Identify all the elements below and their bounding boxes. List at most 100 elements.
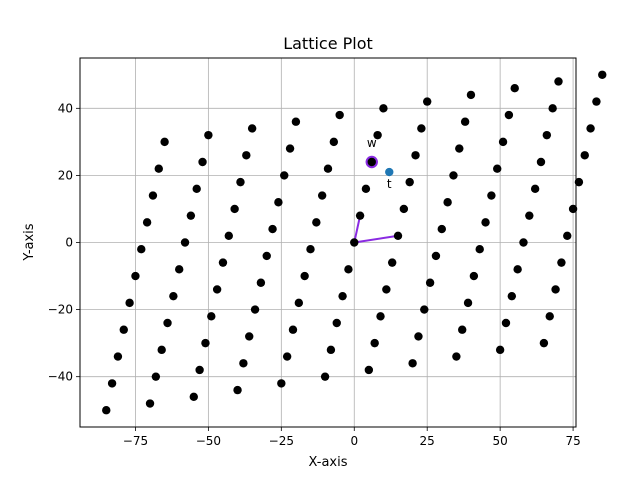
lattice-point [382,285,391,294]
lattice-point [373,130,382,140]
basis-vector [354,234,399,244]
x-tick-label: −25 [269,434,294,448]
lattice-point [107,379,117,388]
lattice-point [256,278,266,287]
lattice-point [262,251,271,261]
y-tick-label: 40 [58,101,73,115]
lattice-point [460,117,470,126]
lattice-point [288,325,298,334]
lattice-point [350,238,359,247]
lattice-point [408,359,417,368]
lattice-point [376,312,385,321]
lattice-point [291,117,301,126]
lattice-point [487,191,496,200]
lattice-point [545,312,554,321]
lattice-point [574,177,584,187]
lattice-point [414,332,423,341]
lattice-point [300,271,309,281]
lattice-point [501,318,511,328]
lattice-point [294,298,304,308]
lattice-point [338,291,347,301]
lattice-point [157,345,166,355]
lattice-point [268,224,277,234]
lattice-point [212,285,222,294]
lattice-point [230,204,239,214]
lattice-point [530,184,540,194]
lattice-point [119,325,128,334]
lattice-point [399,204,409,214]
lattice-point [425,278,435,287]
lattice-point [458,325,467,334]
lattice-point [568,204,578,214]
lattice-point [379,104,388,113]
lattice-point [431,251,441,261]
lattice-point [481,218,490,227]
lattice-point [463,298,473,308]
lattice-point [145,399,155,408]
lattice-point [548,104,557,113]
lattice-point [539,338,549,348]
lattice-point [507,291,517,301]
point-label-t: t [387,177,392,191]
y-tick-label: −20 [48,303,73,317]
lattice-point [282,352,292,361]
lattice-point [393,231,403,240]
lattice-point [361,184,371,194]
lattice-point [452,352,461,361]
x-tick-label: 25 [420,434,435,448]
lattice-point [405,177,414,187]
lattice-point [554,77,563,86]
grid [80,58,576,427]
lattice-point [586,124,595,133]
chart-title: Lattice Plot [283,34,373,53]
lattice-point [250,305,260,314]
lattice-point [175,265,184,274]
lattice-point [285,144,295,153]
lattice-point [420,305,429,314]
lattice-point [449,171,458,180]
axis-ticks: −75 −50 −25 0 25 50 75 −40 −20 0 20 40 [48,101,581,448]
lattice-point [201,338,210,348]
lattice-point [475,245,484,254]
point-label-w: w [367,136,377,150]
lattice-point [151,372,161,381]
lattice-point [557,258,566,267]
lattice-point [329,137,339,147]
lattice-point [498,137,508,147]
lattice-point [332,318,341,328]
highlighted-points: wt [365,136,394,191]
x-tick-label: 75 [565,434,580,448]
y-tick-label: 0 [65,236,73,250]
lattice-point [411,151,420,160]
lattice-point [592,97,601,106]
lattice-point [469,271,479,281]
highlighted-point-w [365,155,378,169]
lattice-point [580,151,589,160]
lattice-point [113,352,123,361]
lattice-point [274,198,283,207]
x-tick-label: 50 [493,434,508,448]
lattice-point [189,392,198,402]
lattice-point [198,157,207,167]
lattice-point [160,137,169,147]
lattice-point [495,345,505,355]
lattice-point [320,372,330,381]
y-tick-label: −40 [48,370,73,384]
y-axis-label: Y-axis [22,223,37,261]
lattice-point [542,130,552,140]
lattice-point [536,157,546,167]
lattice-point [312,218,321,227]
lattice-point [180,238,190,247]
lattice-point [102,406,111,415]
lattice-point [233,385,242,395]
lattice-point [137,245,146,254]
lattice-point [186,211,196,220]
basis-vector [353,215,362,243]
lattice-point [519,238,528,247]
lattice-point [224,231,233,240]
lattice-point [192,184,201,194]
lattice-point [148,191,158,200]
lattice-point [195,365,204,375]
lattice-point [551,285,560,294]
